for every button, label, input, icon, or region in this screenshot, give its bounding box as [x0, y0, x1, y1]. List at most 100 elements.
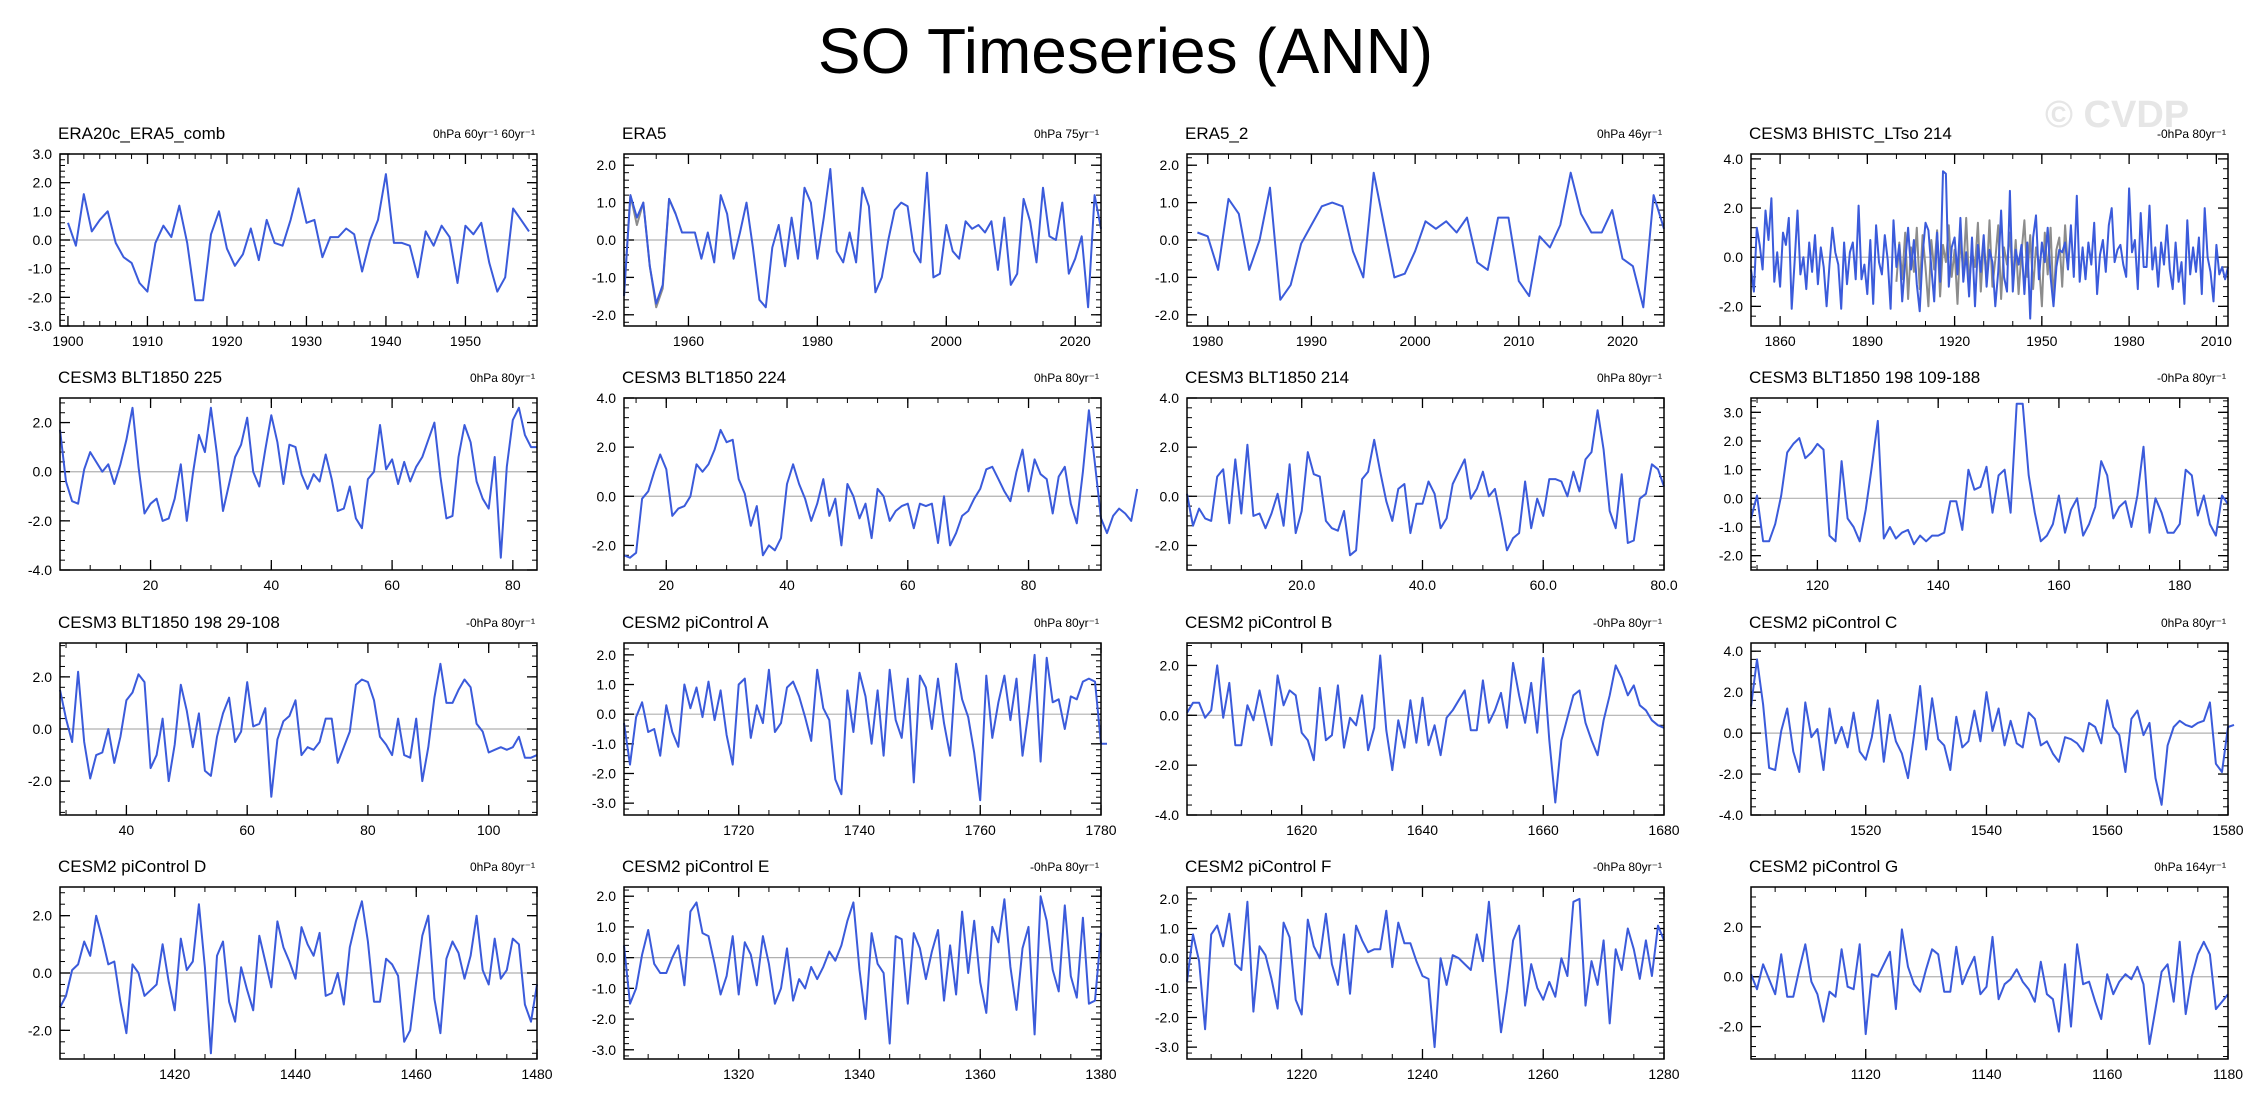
y-tick-label: -2.0	[1155, 537, 1179, 553]
panel-title: ERA5_2	[1185, 124, 1248, 143]
timeseries-panel: CESM2 piControl D 0hPa 80yr⁻¹ 1420 1440 1460…	[28, 857, 553, 1082]
y-tick-label: 1.0	[597, 677, 617, 693]
series-line	[59, 900, 538, 1055]
plot-frame	[623, 397, 1102, 571]
x-tick-label: 1920	[1939, 333, 1970, 349]
y-tick-label: -3.0	[1155, 1039, 1179, 1055]
x-tick-label: 1340	[844, 1066, 875, 1082]
y-tick-label: -2.0	[28, 773, 52, 789]
x-tick-label: 2010	[1503, 333, 1534, 349]
x-tick-label: 1990	[1296, 333, 1327, 349]
timeseries-panel: CESM2 piControl G 0hPa 164yr⁻¹ 1120 1140 116…	[1719, 857, 2243, 1082]
y-tick-label: -1.0	[592, 736, 616, 752]
plot-frame	[1750, 886, 2229, 1060]
x-tick-label: 1160	[2092, 1066, 2122, 1082]
x-tick-label: 40	[779, 577, 795, 593]
series-line	[1197, 171, 1665, 309]
x-tick-label: 40	[119, 822, 135, 838]
timeseries-panel: CESM2 piControl A 0hPa 80yr⁻¹ 1720 1740 1760…	[592, 613, 1117, 838]
y-tick-label: -2.0	[1155, 307, 1179, 323]
timeseries-panel: ERA20c_ERA5_comb 0hPa 60yr⁻¹ 60yr⁻¹ 1900 19…	[28, 124, 538, 349]
y-tick-label: -2.0	[1719, 766, 1743, 782]
x-tick-label: 1890	[1852, 333, 1883, 349]
x-tick-label: 1260	[1528, 1066, 1559, 1082]
panel-title: CESM3 BLT1850 224	[622, 368, 786, 387]
x-tick-label: 1120	[1851, 1066, 1881, 1082]
x-tick-label: 1780	[1085, 822, 1116, 838]
panel-annotation: -0hPa 80yr⁻¹	[2157, 371, 2226, 385]
timeseries-panel: CESM2 piControl F -0hPa 80yr⁻¹ 1220 1240 126…	[1155, 857, 1680, 1082]
series-line	[623, 895, 1102, 1045]
x-tick-label: 1940	[370, 333, 401, 349]
x-tick-label: 140	[1926, 577, 1950, 593]
x-tick-label: 2020	[1607, 333, 1638, 349]
y-tick-label: -4.0	[28, 562, 52, 578]
y-tick-label: 2.0	[33, 669, 53, 685]
x-tick-label: 1980	[1192, 333, 1223, 349]
y-tick-label: -3.0	[592, 1042, 616, 1058]
x-tick-label: 2000	[931, 333, 962, 349]
y-tick-label: -1.0	[1719, 519, 1743, 535]
timeseries-panel: CESM3 BHISTC_LTso 214 -0hPa 80yr⁻¹ 1860 189…	[1719, 124, 2232, 349]
plot-frame	[1186, 153, 1665, 327]
y-tick-label: -2.0	[592, 1011, 616, 1027]
panel-annotation: 0hPa 80yr⁻¹	[1034, 371, 1099, 385]
y-tick-label: 2.0	[1160, 657, 1180, 673]
y-tick-label: 2.0	[33, 908, 53, 924]
x-tick-label: 1140	[1971, 1066, 2001, 1082]
y-tick-label: 2.0	[1724, 433, 1744, 449]
series-line	[1186, 654, 1665, 804]
plot-frame	[59, 153, 538, 327]
panel-annotation: -0hPa 80yr⁻¹	[1593, 860, 1662, 874]
panel-title: CESM2 piControl G	[1749, 857, 1898, 876]
x-tick-label: 80	[505, 577, 521, 593]
timeseries-panel: CESM3 BLT1850 224 0hPa 80yr⁻¹ 20 40 60 80 -2.0…	[592, 368, 1139, 593]
x-tick-label: 1950	[450, 333, 481, 349]
panel-annotation: 0hPa 80yr⁻¹	[470, 371, 535, 385]
series-line	[1186, 897, 1665, 1049]
x-tick-label: 1980	[802, 333, 833, 349]
x-tick-label: 40.0	[1409, 577, 1436, 593]
x-tick-label: 1960	[673, 333, 704, 349]
x-tick-label: 1220	[1286, 1066, 1317, 1082]
y-tick-label: 2.0	[597, 439, 617, 455]
panel-annotation: 0hPa 75yr⁻¹	[1034, 127, 1099, 141]
panel-annotation: -0hPa 80yr⁻¹	[466, 616, 535, 630]
x-tick-label: 40	[264, 577, 280, 593]
plot-frame	[59, 886, 538, 1060]
panel-title: CESM2 piControl E	[622, 857, 769, 876]
y-tick-label: -2.0	[1719, 1019, 1743, 1035]
timeseries-panel: CESM3 BLT1850 198 29-108 -0hPa 80yr⁻¹ 40 60…	[28, 613, 538, 838]
plot-frame	[1186, 397, 1665, 571]
series-line	[1750, 658, 2235, 806]
y-tick-label: -2.0	[592, 765, 616, 781]
y-tick-label: -1.0	[1155, 980, 1179, 996]
x-tick-label: 1580	[2212, 822, 2243, 838]
series-line	[623, 168, 1102, 309]
series-line	[1750, 928, 2229, 1045]
y-tick-label: -2.0	[28, 513, 52, 529]
series-line	[59, 406, 537, 559]
panel-annotation: 0hPa 80yr⁻¹	[1597, 371, 1662, 385]
y-tick-label: -2.0	[28, 1022, 52, 1038]
x-tick-label: 180	[2168, 577, 2192, 593]
timeseries-panel: ERA5 0hPa 75yr⁻¹ 1960 1980 2000 2020 -2.0 -1.0 0…	[592, 124, 1102, 349]
x-tick-label: 60	[384, 577, 400, 593]
x-tick-label: 80	[1021, 577, 1037, 593]
panel-annotation: -0hPa 80yr⁻¹	[1030, 860, 1099, 874]
plot-frame	[59, 397, 538, 571]
x-tick-label: 2010	[2201, 333, 2232, 349]
x-tick-label: 1640	[1407, 822, 1438, 838]
x-tick-label: 1180	[2213, 1066, 2243, 1082]
panel-title: CESM2 piControl D	[58, 857, 206, 876]
panel-annotation: 0hPa 164yr⁻¹	[2154, 860, 2226, 874]
y-tick-label: 2.0	[597, 647, 617, 663]
x-tick-label: 1620	[1286, 822, 1317, 838]
y-tick-label: 2.0	[1724, 684, 1744, 700]
x-tick-label: 1360	[965, 1066, 996, 1082]
y-tick-label: 0.0	[1160, 488, 1180, 504]
x-tick-label: 80	[360, 822, 376, 838]
series-line	[67, 173, 530, 302]
x-tick-label: 1540	[1971, 822, 2002, 838]
x-tick-label: 60	[239, 822, 255, 838]
